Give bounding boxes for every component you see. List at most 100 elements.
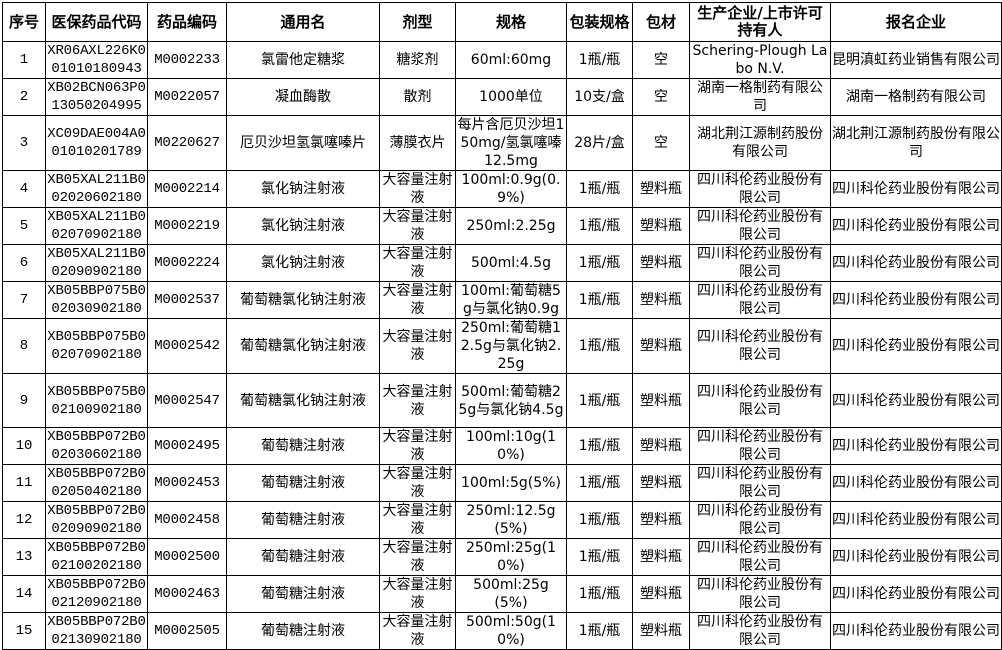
cell-drug-code: M0002542 (147, 318, 227, 374)
cell-specification: 500ml:葡萄糖25g与氯化钠4.5g (455, 373, 567, 428)
cell-seq: 10 (2, 427, 46, 465)
cell-dosage-form: 大容量注射液 (379, 612, 456, 650)
cell-generic-name: 葡萄糖注射液 (226, 575, 380, 613)
cell-drug-code: M0220627 (147, 115, 227, 171)
cell-drug-code: M0002214 (147, 170, 227, 208)
cell-seq: 5 (2, 207, 46, 245)
column-header-dosage-form: 剂型 (379, 2, 456, 42)
column-header-insurance-code: 医保药品代码 (45, 2, 148, 42)
cell-manufacturer: 四川科伦药业股份有限公司 (689, 373, 831, 428)
cell-manufacturer: 四川科伦药业股份有限公司 (689, 501, 831, 539)
cell-dosage-form: 大容量注射液 (379, 318, 456, 374)
cell-package-material: 空 (632, 41, 690, 79)
cell-insurance-code: XC09DAE004A001010201789 (45, 115, 148, 171)
cell-dosage-form: 大容量注射液 (379, 244, 456, 282)
cell-seq: 12 (2, 501, 46, 539)
table-row: 13 XB05BBP072B002100202180 M0002500 葡萄糖注射液大… (2, 538, 1002, 576)
cell-insurance-code: XB05BBP072B002100202180 (45, 538, 148, 576)
cell-package-spec: 1瓶/瓶 (566, 373, 633, 428)
cell-drug-code: M0002537 (147, 281, 227, 319)
cell-package-spec: 1瓶/瓶 (566, 318, 633, 374)
cell-manufacturer: 四川科伦药业股份有限公司 (689, 464, 831, 502)
cell-manufacturer: 四川科伦药业股份有限公司 (689, 207, 831, 245)
table-row: 4 XB05XAL211B002020602180 M0002214 氯化钠注射液 大容… (2, 170, 1002, 208)
cell-dosage-form: 大容量注射液 (379, 501, 456, 539)
cell-package-spec: 1瓶/瓶 (566, 612, 633, 650)
cell-dosage-form: 大容量注射液 (379, 538, 456, 576)
cell-dosage-form: 大容量注射液 (379, 575, 456, 613)
cell-package-material: 塑料瓶 (632, 538, 690, 576)
cell-package-spec: 1瓶/瓶 (566, 464, 633, 502)
cell-seq: 9 (2, 373, 46, 428)
cell-applicant: 四川科伦药业股份有限公司 (830, 575, 1002, 613)
table-row: 2 XB02BCN063P013050204995 M0022057 凝血酶散 散剂 10… (2, 78, 1002, 116)
cell-package-material: 空 (632, 115, 690, 171)
cell-dosage-form: 散剂 (379, 78, 456, 116)
table-body: 1 XR06AXL226K001010180943 M0002233 氯雷他定糖浆 糖浆… (2, 41, 1002, 650)
cell-specification: 1000单位 (455, 78, 567, 116)
column-header-manufacturer: 生产企业/上市许可持有人 (689, 2, 831, 42)
cell-specification: 500ml:50g(10%) (455, 612, 567, 650)
cell-dosage-form: 大容量注射液 (379, 427, 456, 465)
table-row: 10 XB05BBP072B002030602180 M0002495 葡萄糖注射液大… (2, 427, 1002, 465)
cell-generic-name: 葡萄糖注射液 (226, 464, 380, 502)
cell-generic-name: 葡萄糖注射液 (226, 501, 380, 539)
cell-applicant: 四川科伦药业股份有限公司 (830, 612, 1002, 650)
cell-generic-name: 葡萄糖氯化钠注射液 (226, 373, 380, 428)
cell-drug-code: M0002233 (147, 41, 227, 79)
cell-dosage-form: 大容量注射液 (379, 464, 456, 502)
table-row: 14 XB05BBP072B002120902180 M0002463 葡萄糖注射液大… (2, 575, 1002, 613)
table-header: 序号 医保药品代码 药品编码 通用名 剂型 规格 包装规格 包材 生产企业/上市许可持有人 报名企… (2, 2, 1002, 42)
cell-seq: 4 (2, 170, 46, 208)
cell-package-spec: 1瓶/瓶 (566, 575, 633, 613)
cell-drug-code: M0002547 (147, 373, 227, 428)
cell-package-spec: 1瓶/瓶 (566, 538, 633, 576)
cell-seq: 3 (2, 115, 46, 171)
cell-specification: 250ml:2.25g (455, 207, 567, 245)
cell-drug-code: M0002453 (147, 464, 227, 502)
cell-seq: 2 (2, 78, 46, 116)
cell-specification: 100ml:10g(10%) (455, 427, 567, 465)
cell-specification: 250ml:葡萄糖12.5g与氯化钠2.25g (455, 318, 567, 374)
cell-package-material: 空 (632, 78, 690, 116)
cell-drug-code: M0002495 (147, 427, 227, 465)
cell-drug-code: M0002463 (147, 575, 227, 613)
cell-dosage-form: 大容量注射液 (379, 281, 456, 319)
cell-drug-code: M0002458 (147, 501, 227, 539)
cell-dosage-form: 薄膜衣片 (379, 115, 456, 171)
cell-manufacturer: 四川科伦药业股份有限公司 (689, 538, 831, 576)
cell-applicant: 四川科伦药业股份有限公司 (830, 464, 1002, 502)
cell-package-spec: 1瓶/瓶 (566, 501, 633, 539)
table-row: 5 XB05XAL211B002070902180 M0002219 氯化钠注射液 大容… (2, 207, 1002, 245)
cell-applicant: 四川科伦药业股份有限公司 (830, 207, 1002, 245)
table-row: 8 XB05BBP075B002070902180 M0002542 葡萄糖氯化钠注射… (2, 318, 1002, 374)
cell-insurance-code: XR06AXL226K001010180943 (45, 41, 148, 79)
cell-manufacturer: 四川科伦药业股份有限公司 (689, 612, 831, 650)
cell-package-material: 塑料瓶 (632, 244, 690, 282)
cell-seq: 7 (2, 281, 46, 319)
cell-generic-name: 氯化钠注射液 (226, 207, 380, 245)
cell-generic-name: 葡萄糖氯化钠注射液 (226, 318, 380, 374)
cell-applicant: 四川科伦药业股份有限公司 (830, 538, 1002, 576)
column-header-specification: 规格 (455, 2, 567, 42)
column-header-applicant: 报名企业 (830, 2, 1002, 42)
cell-specification: 100ml:5g(5%) (455, 464, 567, 502)
cell-dosage-form: 大容量注射液 (379, 373, 456, 428)
cell-package-material: 塑料瓶 (632, 575, 690, 613)
cell-manufacturer: 四川科伦药业股份有限公司 (689, 318, 831, 374)
cell-specification: 250ml:12.5g(5%) (455, 501, 567, 539)
cell-insurance-code: XB05BBP075B002100902180 (45, 373, 148, 428)
cell-package-spec: 1瓶/瓶 (566, 244, 633, 282)
cell-applicant: 四川科伦药业股份有限公司 (830, 244, 1002, 282)
cell-seq: 15 (2, 612, 46, 650)
cell-seq: 8 (2, 318, 46, 374)
cell-specification: 每片含厄贝沙坦150mg/氢氯噻嗪12.5mg (455, 115, 567, 171)
cell-applicant: 四川科伦药业股份有限公司 (830, 427, 1002, 465)
cell-specification: 100ml:0.9g(0.9%) (455, 170, 567, 208)
cell-insurance-code: XB05BBP072B002120902180 (45, 575, 148, 613)
cell-applicant: 四川科伦药业股份有限公司 (830, 373, 1002, 428)
column-header-drug-code: 药品编码 (147, 2, 227, 42)
cell-generic-name: 葡萄糖注射液 (226, 427, 380, 465)
column-header-seq: 序号 (2, 2, 46, 42)
